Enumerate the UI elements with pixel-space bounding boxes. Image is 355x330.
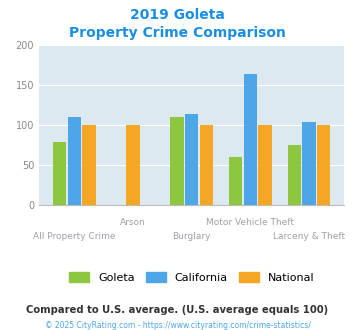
Text: Compared to U.S. average. (U.S. average equals 100): Compared to U.S. average. (U.S. average …: [26, 305, 329, 315]
Text: Arson: Arson: [120, 218, 146, 227]
Bar: [53, 142, 66, 205]
Bar: [317, 124, 331, 205]
Text: Motor Vehicle Theft: Motor Vehicle Theft: [206, 218, 294, 227]
Bar: [67, 116, 81, 205]
Text: Burglary: Burglary: [173, 232, 211, 241]
Bar: [302, 122, 316, 205]
Text: Larceny & Theft: Larceny & Theft: [273, 232, 345, 241]
Bar: [200, 124, 213, 205]
Bar: [288, 146, 301, 205]
Text: 2019 Goleta: 2019 Goleta: [130, 8, 225, 22]
Bar: [82, 124, 96, 205]
Legend: Goleta, California, National: Goleta, California, National: [64, 267, 320, 289]
Bar: [170, 117, 184, 205]
Text: Property Crime Comparison: Property Crime Comparison: [69, 26, 286, 40]
Bar: [244, 74, 257, 205]
Bar: [229, 157, 242, 205]
Bar: [185, 114, 198, 205]
Bar: [126, 124, 140, 205]
Text: All Property Crime: All Property Crime: [33, 232, 116, 241]
Text: © 2025 CityRating.com - https://www.cityrating.com/crime-statistics/: © 2025 CityRating.com - https://www.city…: [45, 321, 310, 330]
Bar: [258, 124, 272, 205]
